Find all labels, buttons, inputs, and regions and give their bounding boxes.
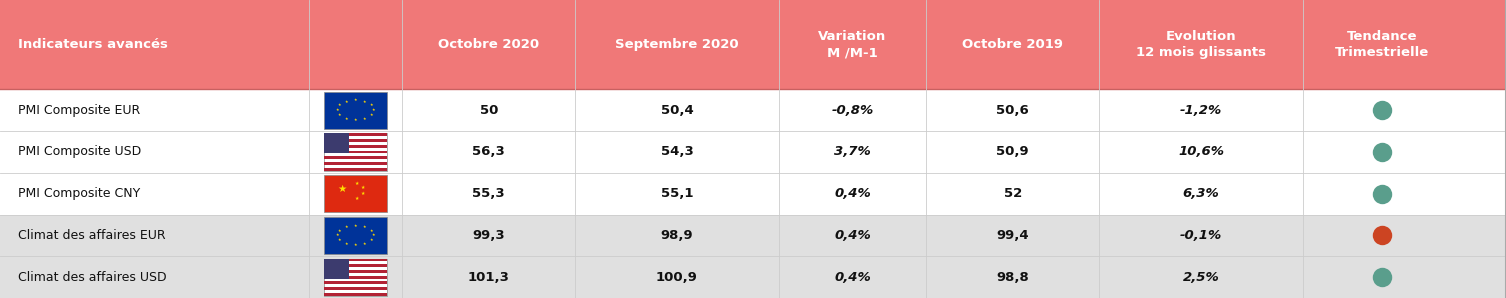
Text: Tendance
Trimestrielle: Tendance Trimestrielle [1334, 30, 1429, 59]
Text: 0,4%: 0,4% [834, 271, 870, 284]
Text: 50,4: 50,4 [661, 104, 693, 117]
Text: PMI Composite CNY: PMI Composite CNY [18, 187, 140, 200]
Text: Septembre 2020: Septembre 2020 [614, 38, 739, 51]
Text: ★: ★ [361, 185, 364, 190]
Text: ★: ★ [337, 103, 342, 107]
Bar [324, 162, 387, 165]
Text: 54,3: 54,3 [661, 145, 693, 159]
Text: Indicateurs avancés: Indicateurs avancés [18, 38, 169, 51]
Text: 101,3: 101,3 [468, 271, 509, 284]
Text: ★: ★ [337, 113, 342, 117]
Bar [324, 276, 387, 279]
Text: ★: ★ [345, 117, 348, 121]
Bar [324, 287, 387, 290]
Bar [0, 89, 1506, 131]
Text: ★: ★ [354, 196, 358, 201]
Bar [0, 131, 1506, 173]
Text: 0,4%: 0,4% [834, 187, 870, 200]
Text: ★: ★ [345, 225, 348, 229]
Text: ★: ★ [372, 108, 375, 112]
Text: ★: ★ [354, 118, 357, 122]
Text: 55,1: 55,1 [661, 187, 693, 200]
Bar [324, 175, 387, 212]
Text: 99,3: 99,3 [473, 229, 505, 242]
Bar [324, 217, 387, 254]
Text: ★: ★ [369, 229, 373, 232]
Text: 98,8: 98,8 [997, 271, 1029, 284]
Text: ★: ★ [337, 184, 346, 193]
Text: 99,4: 99,4 [997, 229, 1029, 242]
Text: ★: ★ [354, 243, 357, 247]
Text: 3,7%: 3,7% [834, 145, 870, 159]
Bar [324, 156, 387, 159]
Text: ★: ★ [345, 100, 348, 104]
Text: ★: ★ [345, 242, 348, 246]
Text: ★: ★ [336, 233, 339, 238]
Bar [0, 173, 1506, 215]
Text: PMI Composite EUR: PMI Composite EUR [18, 104, 140, 117]
Text: ★: ★ [337, 229, 342, 232]
Text: ★: ★ [363, 242, 366, 246]
Text: ★: ★ [363, 100, 366, 104]
Text: 6,3%: 6,3% [1182, 187, 1220, 200]
Text: Climat des affaires EUR: Climat des affaires EUR [18, 229, 166, 242]
Bar [324, 92, 387, 129]
Text: ★: ★ [363, 225, 366, 229]
Text: Variation
M /M-1: Variation M /M-1 [818, 30, 887, 59]
Bar [0, 215, 1506, 256]
Text: 50,9: 50,9 [997, 145, 1029, 159]
Text: ★: ★ [363, 117, 366, 121]
Text: 10,6%: 10,6% [1178, 145, 1224, 159]
Text: ★: ★ [369, 103, 373, 107]
Bar [0, 0, 1506, 89]
Text: Evolution
12 mois glissants: Evolution 12 mois glissants [1136, 30, 1267, 59]
Text: 98,9: 98,9 [661, 229, 693, 242]
Text: Octobre 2019: Octobre 2019 [962, 38, 1063, 51]
Text: 100,9: 100,9 [657, 271, 697, 284]
Text: ★: ★ [336, 108, 339, 112]
Text: PMI Composite USD: PMI Composite USD [18, 145, 142, 159]
Text: ★: ★ [369, 238, 373, 242]
Text: 50: 50 [479, 104, 498, 117]
Bar [324, 258, 349, 279]
Bar [324, 281, 387, 284]
Text: -0,8%: -0,8% [831, 104, 873, 117]
Text: -0,1%: -0,1% [1179, 229, 1223, 242]
Bar [324, 134, 349, 153]
Text: 0,4%: 0,4% [834, 229, 870, 242]
Text: ★: ★ [369, 113, 373, 117]
Text: ★: ★ [354, 224, 357, 228]
Text: ★: ★ [361, 191, 364, 196]
Text: 52: 52 [1003, 187, 1023, 200]
Bar [324, 168, 387, 170]
Text: Octobre 2020: Octobre 2020 [438, 38, 539, 51]
Text: -1,2%: -1,2% [1179, 104, 1223, 117]
Bar [324, 264, 387, 267]
Bar [324, 258, 387, 296]
Bar [324, 270, 387, 273]
Bar [324, 134, 387, 170]
Bar [324, 134, 387, 136]
Bar [324, 293, 387, 296]
Text: ★: ★ [354, 98, 357, 103]
Bar [0, 256, 1506, 298]
Text: 55,3: 55,3 [473, 187, 505, 200]
Text: ★: ★ [354, 181, 358, 186]
Text: 56,3: 56,3 [473, 145, 505, 159]
Bar [324, 145, 387, 148]
Bar [324, 139, 387, 142]
Text: ★: ★ [337, 238, 342, 242]
Text: 2,5%: 2,5% [1182, 271, 1220, 284]
Bar [324, 258, 387, 261]
Text: 50,6: 50,6 [997, 104, 1029, 117]
Text: Climat des affaires USD: Climat des affaires USD [18, 271, 167, 284]
Bar [324, 150, 387, 153]
Text: ★: ★ [372, 233, 375, 238]
